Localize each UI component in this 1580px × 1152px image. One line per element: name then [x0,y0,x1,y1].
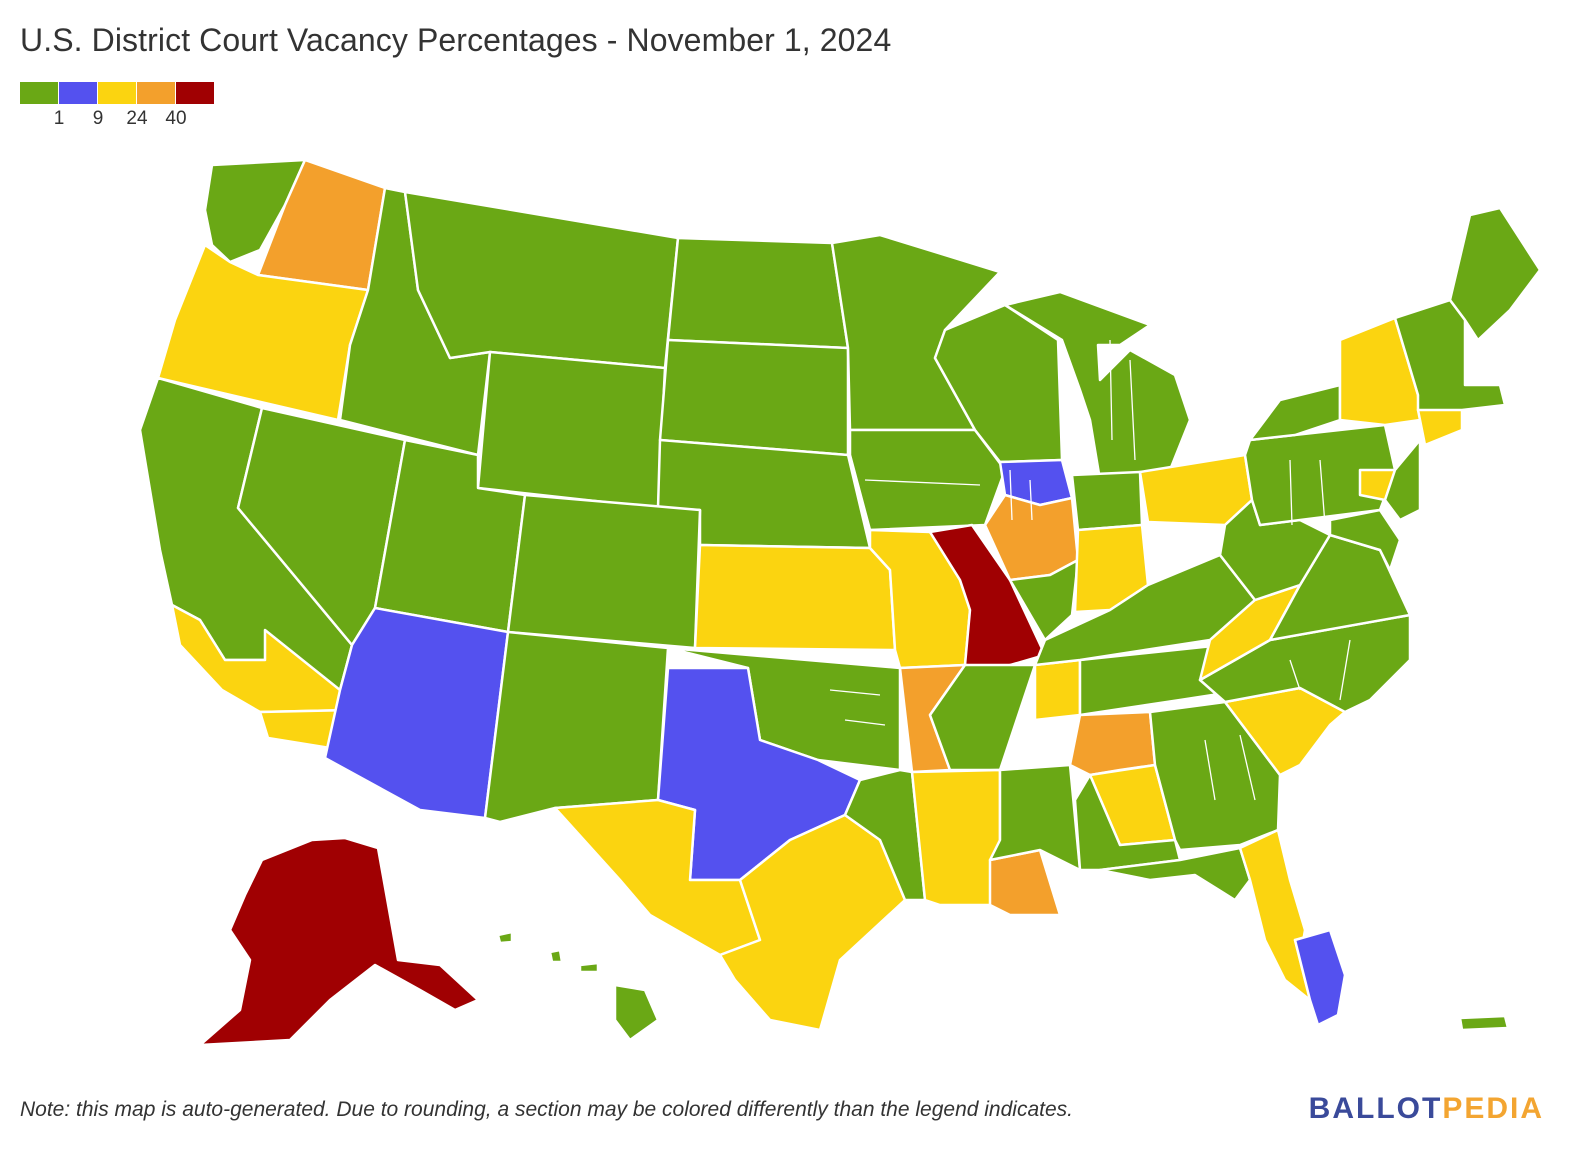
region-middle-florida[interactable]: Middle Florida [1238,828,1312,1002]
us-map: Western Washington Eastern Washington Or… [0,140,1580,1080]
region-north-dakota[interactable]: North Dakota [666,236,850,350]
region-montana[interactable]: Montana [403,190,680,370]
logo-text-ballot: BALLOT [1308,1092,1443,1125]
region-michigan[interactable]: Michigan [1003,290,1192,482]
legend: 1 9 24 40 [20,82,220,134]
legend-swatch [98,82,136,104]
region-kansas[interactable]: Kansas [693,543,897,652]
region-colorado[interactable]: Colorado [506,493,702,650]
region-new-mexico[interactable]: New Mexico [483,630,670,824]
logo-text-pedia: PEDIA [1442,1092,1544,1125]
legend-label: 9 [92,108,104,129]
region-maine[interactable]: Maine [1448,206,1542,342]
legend-label: 40 [165,108,187,129]
region-alaska[interactable]: Alaska [198,836,480,1047]
region-eastern-texas[interactable]: Eastern Texas [843,768,927,902]
region-northern-indiana[interactable]: Northern Indiana [1070,470,1144,532]
region-northern-alabama[interactable]: Northern Alabama [1068,710,1157,777]
legend-label: 24 [126,108,148,129]
legend-label: 1 [53,108,65,129]
map-svg: Western Washington Eastern Washington Or… [138,158,1542,1047]
legend-labels: 1 9 24 40 [20,108,220,134]
region-northern-florida[interactable]: Northern Florida [1098,846,1252,902]
legend-swatches [20,82,220,104]
region-puerto-rico[interactable]: Puerto Rico [1458,1014,1510,1032]
legend-swatch [20,82,58,104]
legend-swatch [137,82,175,104]
region-western-louisiana[interactable]: Western Louisiana [910,768,1002,907]
legend-swatch [176,82,214,104]
region-wyoming[interactable]: Wyoming [476,350,667,510]
region-new-jersey[interactable]: New Jersey [1383,438,1422,522]
region-maryland[interactable]: Maryland [1328,508,1402,572]
region-hawaii[interactable]: Hawaii [496,930,660,1042]
region-western-tennessee[interactable]: Western Tennessee [1033,658,1082,722]
region-eastern-louisiana[interactable]: Eastern Louisiana [988,848,1062,917]
footnote: Note: this map is auto-generated. Due to… [20,1098,1073,1121]
ballotpedia-logo[interactable]: BALLOTPEDIA [1309,1092,1544,1126]
region-south-dakota[interactable]: South Dakota [658,338,850,457]
region-southern-alabama[interactable]: Southern Alabama [1073,773,1182,872]
region-southern-florida[interactable]: Southern Florida [1293,928,1347,1027]
legend-swatch [59,82,97,104]
map-title: U.S. District Court Vacancy Percentages … [20,22,892,58]
